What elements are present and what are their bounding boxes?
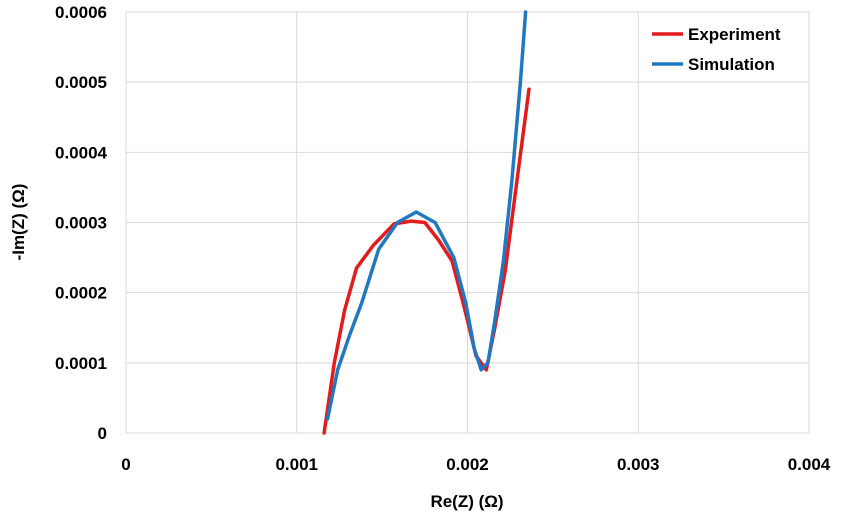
y-tick-label: 0.0003 xyxy=(55,214,107,233)
y-axis: 0 0.0001 0.0002 0.0003 0.0004 0.0005 0.0006 xyxy=(55,3,108,443)
x-tick-label: 0.003 xyxy=(617,455,660,474)
grid xyxy=(126,12,809,433)
x-tick-label: 0 xyxy=(121,455,130,474)
y-tick-label: 0.0005 xyxy=(55,73,107,92)
y-tick-label: 0.0006 xyxy=(55,3,107,22)
legend-label-simulation: Simulation xyxy=(688,55,775,74)
y-tick-label: 0.0002 xyxy=(55,284,107,303)
x-axis: 0 0.001 0.002 0.003 0.004 xyxy=(121,455,831,474)
x-tick-label: 0.001 xyxy=(275,455,318,474)
y-tick-label: 0 xyxy=(98,424,107,443)
y-tick-label: 0.0001 xyxy=(55,354,107,373)
series-line-simulation xyxy=(325,10,528,421)
y-axis-title: -Im(Z) (Ω) xyxy=(9,184,28,261)
plot-area xyxy=(125,11,810,434)
y-tick-label: 0.0004 xyxy=(55,143,108,162)
x-tick-label: 0.002 xyxy=(446,455,489,474)
series-line-experiment xyxy=(322,87,531,435)
legend-label-experiment: Experiment xyxy=(688,25,781,44)
x-tick-label: 0.004 xyxy=(788,455,831,474)
legend: Experiment Simulation xyxy=(652,25,781,74)
x-axis-title: Re(Z) (Ω) xyxy=(430,492,503,511)
series-layer xyxy=(322,10,531,435)
